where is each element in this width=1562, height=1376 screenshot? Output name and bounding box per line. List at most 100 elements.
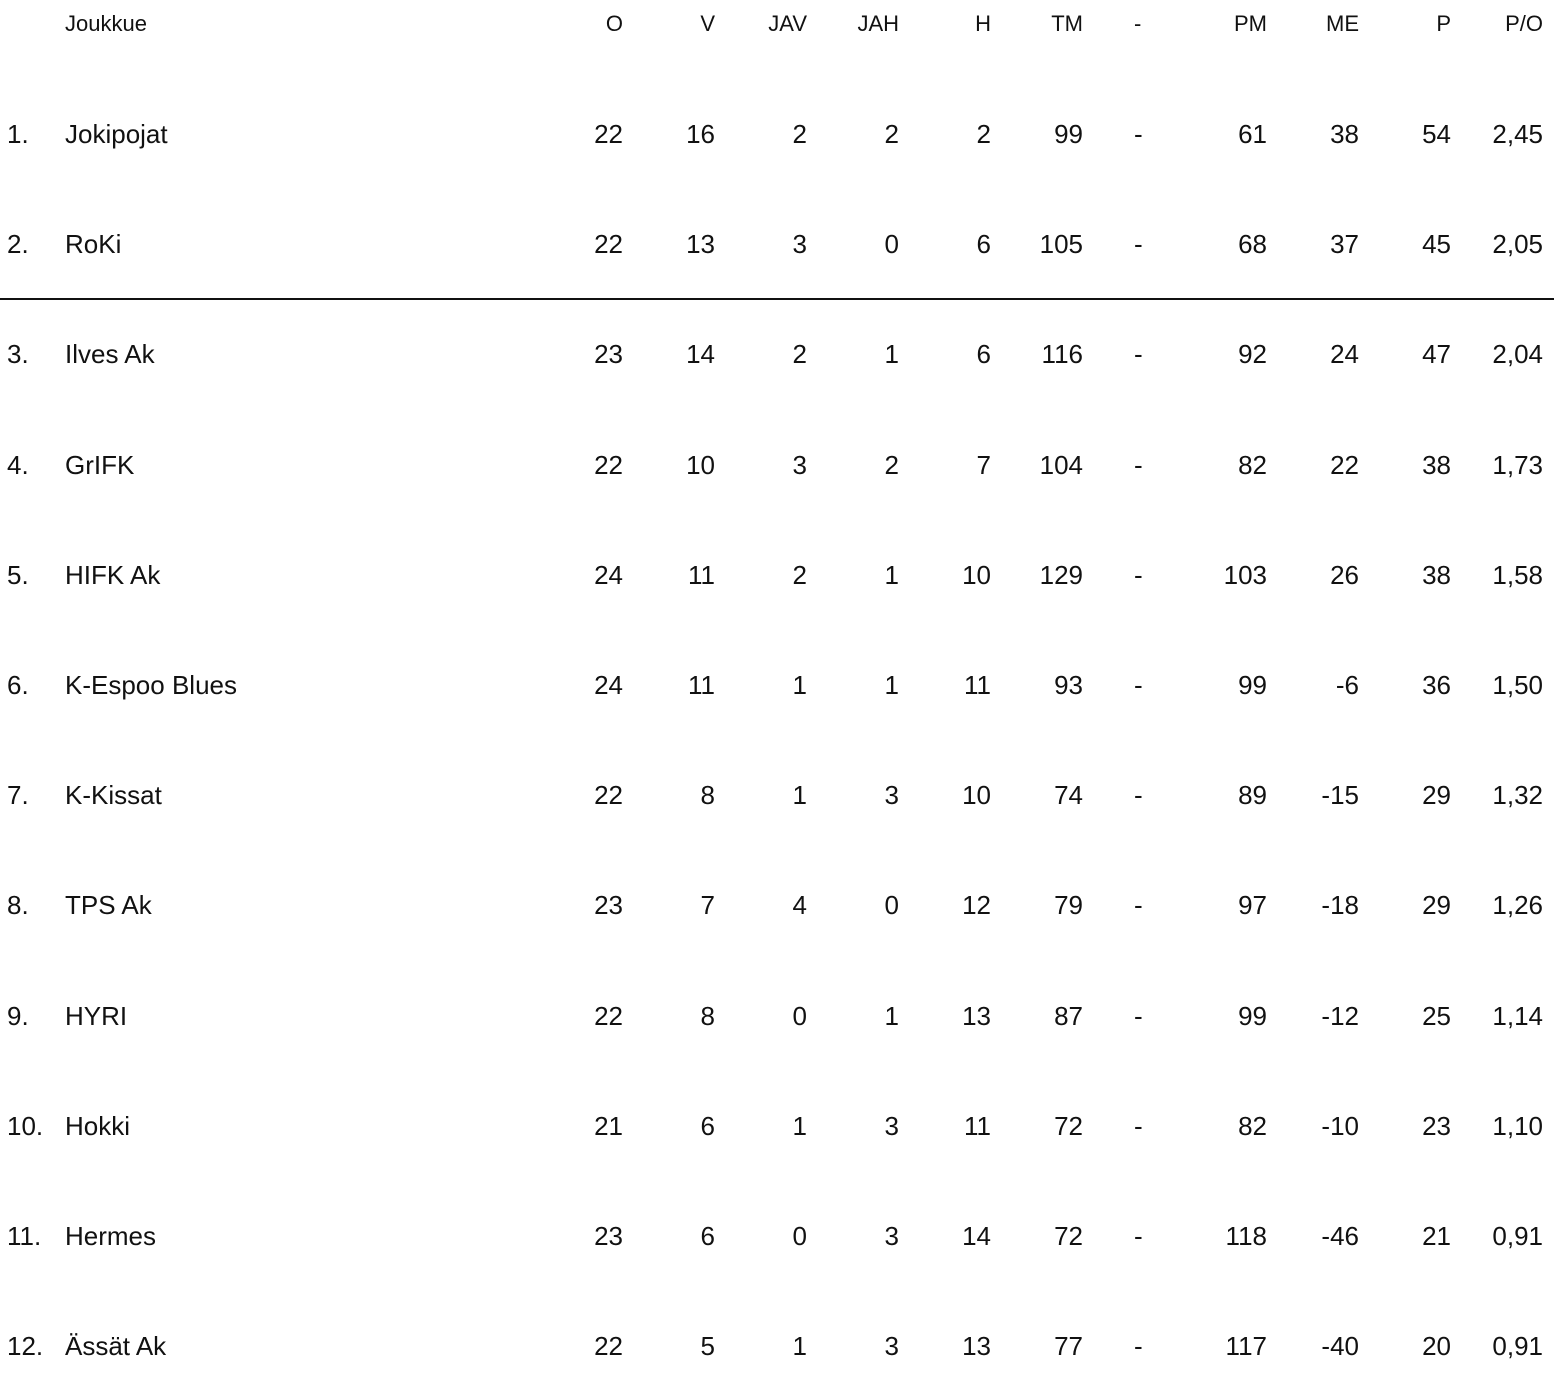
cell-jav: 2: [792, 559, 807, 590]
cell-p: 47: [1422, 339, 1451, 370]
cell-rank: 8.: [7, 890, 29, 921]
cell-p: 29: [1422, 890, 1451, 921]
cell-me: -15: [1321, 780, 1359, 811]
cell-me: 22: [1330, 449, 1359, 480]
cell-dash: -: [1134, 670, 1143, 700]
cell-jah: 3: [884, 780, 899, 811]
cell-po: 0,91: [1492, 1221, 1543, 1251]
cell-v: 13: [686, 229, 715, 260]
cell-h: 13: [962, 1331, 991, 1362]
cell-p: 21: [1422, 1221, 1451, 1251]
cell-dash: -: [1134, 339, 1143, 370]
cell-h: 6: [976, 229, 991, 260]
cell-rank: 4.: [7, 449, 29, 480]
cell-p: 54: [1422, 119, 1451, 149]
cell-jav: 0: [792, 1221, 807, 1251]
cell-v: 5: [700, 1331, 715, 1362]
cell-team: HYRI: [65, 1000, 128, 1031]
cell-dash: -: [1134, 229, 1143, 260]
cell-me: -18: [1321, 890, 1359, 921]
cell-h: 13: [962, 1000, 991, 1031]
header-po: P/O: [1505, 11, 1543, 36]
cell-p: 45: [1422, 229, 1451, 260]
cell-jav: 1: [792, 780, 807, 811]
cell-pm: 82: [1238, 449, 1267, 480]
cell-team: Ässät Ak: [65, 1331, 167, 1362]
cell-h: 7: [976, 449, 991, 480]
cell-o: 22: [594, 1331, 623, 1362]
cell-jah: 3: [884, 1331, 899, 1362]
cell-o: 24: [594, 670, 623, 700]
cell-me: -6: [1335, 670, 1359, 700]
table-row: 6. K-Espoo Blues 24 11 1 1 11 93-99 -6 36 1,50: [0, 665, 1562, 705]
cell-pm: 118: [1225, 1221, 1267, 1251]
cell-tm: 74: [1054, 780, 1083, 811]
cell-v: 8: [700, 1000, 715, 1031]
cell-rank: 6.: [7, 670, 29, 700]
cell-h: 14: [962, 1221, 991, 1251]
cell-v: 16: [686, 119, 715, 149]
cell-tm: 129: [1039, 559, 1083, 590]
header-me: ME: [1326, 11, 1359, 36]
cell-dash: -: [1134, 1110, 1143, 1141]
cell-team: Hokki: [65, 1110, 131, 1141]
cell-rank: 3.: [7, 339, 29, 370]
header-v: V: [700, 11, 715, 36]
cell-rank: 12.: [7, 1331, 44, 1362]
cell-pm: 117: [1225, 1331, 1267, 1362]
playoff-divider: [0, 298, 1554, 300]
cell-jav: 3: [792, 229, 807, 260]
cell-pm: 68: [1238, 229, 1267, 260]
cell-v: 11: [688, 670, 715, 700]
cell-p: 29: [1422, 780, 1451, 811]
cell-pm: 97: [1238, 890, 1267, 921]
cell-jah: 0: [884, 890, 899, 921]
table-row: 11. Hermes 23 6 0 3 14 72 - 118 -46 21 0,91: [0, 1216, 1562, 1256]
cell-v: 14: [686, 339, 715, 370]
cell-jah: 1: [884, 1000, 899, 1031]
cell-po: 1,73: [1492, 449, 1543, 480]
cell-o: 23: [594, 339, 623, 370]
cell-dash: -: [1134, 890, 1143, 921]
header-p: P: [1436, 11, 1451, 36]
table-row: 10. Hokki 21 6 1 3 11 72 - 82 -10 23 1,10: [0, 1106, 1562, 1146]
cell-tm: 79: [1054, 890, 1083, 921]
table-row: 3. Ilves Ak 23 14 2 1 6 116 - 92 24 47 2,04: [0, 334, 1562, 374]
cell-tm: 72: [1054, 1221, 1083, 1251]
cell-jav: 2: [792, 119, 807, 149]
cell-p: 38: [1422, 559, 1451, 590]
cell-v: 6: [700, 1110, 715, 1141]
cell-po: 2,04: [1492, 339, 1543, 370]
cell-rank: 9.: [7, 1000, 29, 1031]
cell-jah: 1: [884, 559, 899, 590]
table-row: 4. GrIFK 22 10 3 2 7 104 - 82 22 38 1,73: [0, 445, 1562, 485]
cell-tm: 116: [1041, 339, 1083, 370]
cell-rank: 5.: [7, 559, 29, 590]
cell-jav: 2: [792, 339, 807, 370]
cell-jah: 1: [884, 339, 899, 370]
cell-jah: 3: [884, 1221, 899, 1251]
cell-jah: 2: [884, 119, 899, 149]
table-row: 9. HYRI 22 8 0 1 13 87 - 99 -12 25 1,14: [0, 996, 1562, 1036]
cell-p: 20: [1422, 1331, 1451, 1362]
cell-po: 1,50: [1492, 670, 1543, 700]
cell-dash: -: [1134, 559, 1143, 590]
cell-h: 6: [976, 339, 991, 370]
header-tm: TM: [1051, 11, 1083, 36]
cell-o: 23: [594, 1221, 623, 1251]
cell-tm: 77: [1054, 1331, 1083, 1362]
cell-o: 21: [594, 1110, 623, 1141]
cell-jav: 1: [792, 1331, 807, 1362]
cell-o: 22: [594, 229, 623, 260]
cell-me: -10: [1321, 1110, 1359, 1141]
cell-po: 1,26: [1492, 890, 1543, 921]
cell-o: 22: [594, 119, 623, 149]
cell-rank: 1.: [7, 119, 29, 149]
cell-o: 23: [594, 890, 623, 921]
cell-po: 0,91: [1492, 1331, 1543, 1362]
cell-me: 26: [1330, 559, 1359, 590]
cell-o: 22: [594, 780, 623, 811]
cell-team: K-Kissat: [65, 780, 162, 811]
cell-pm: 82: [1238, 1110, 1267, 1141]
header-jah: JAH: [857, 11, 899, 36]
